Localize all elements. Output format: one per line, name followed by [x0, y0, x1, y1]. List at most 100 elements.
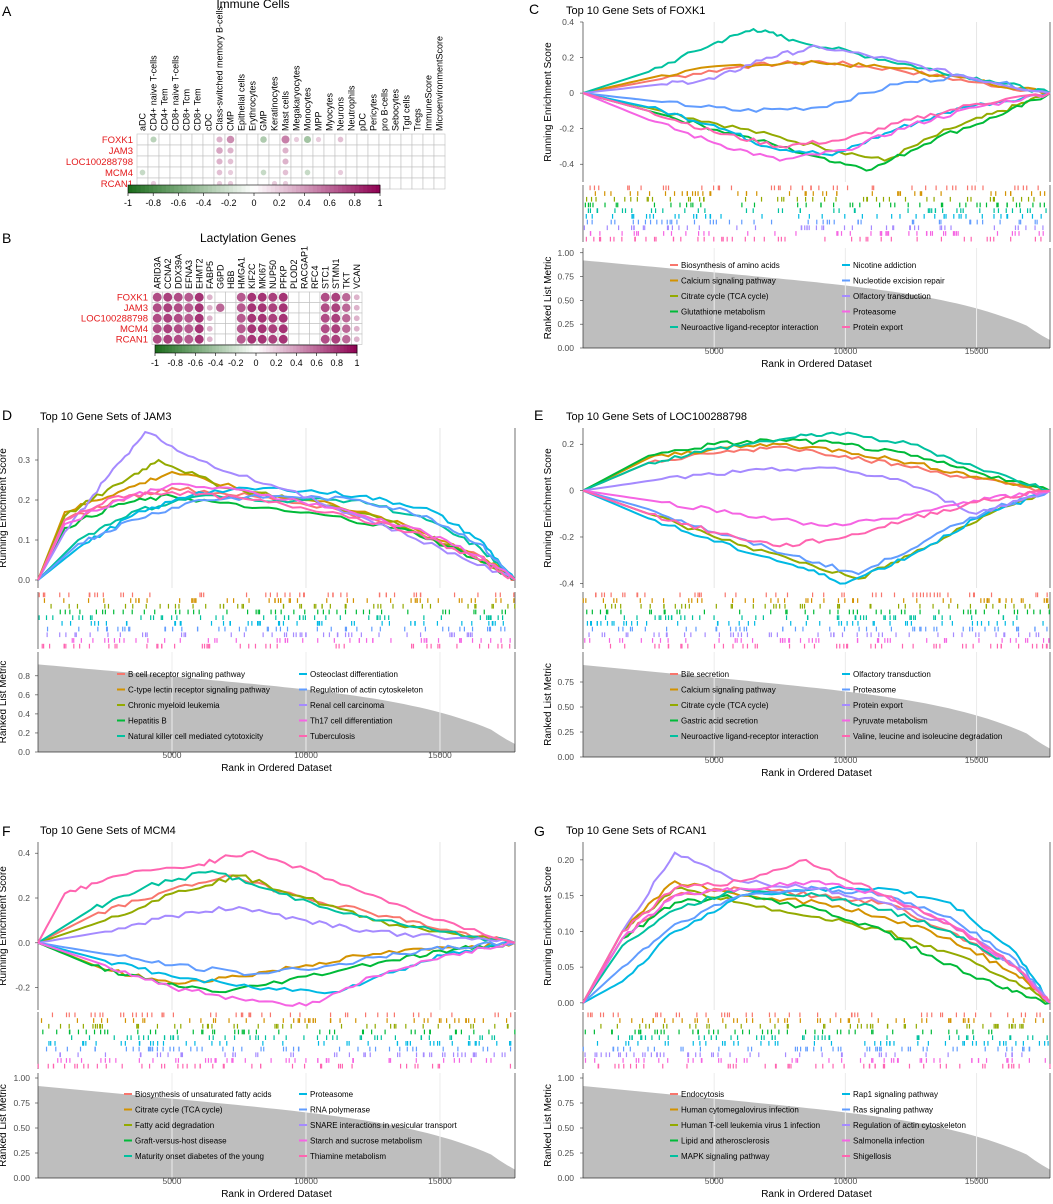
- heatmap-cell: [136, 155, 149, 168]
- colorbar-segment: [181, 345, 186, 353]
- heatmap-cell: [180, 155, 193, 168]
- heatmap-cell: [191, 155, 204, 168]
- correlation-dot: [163, 313, 173, 323]
- colorbar-segment: [354, 185, 360, 193]
- heatmap-cell: [356, 133, 369, 146]
- heatmap-cell: [180, 144, 193, 157]
- column-label: Myocytes: [325, 92, 335, 131]
- colorbar-segment: [303, 345, 307, 353]
- legend-label: Proteasome: [310, 1090, 354, 1099]
- correlation-dot: [257, 334, 267, 344]
- colorbar-segment: [313, 345, 317, 353]
- legend-label: MAPK signaling pathway: [681, 1152, 770, 1161]
- colorbar-segment: [333, 185, 339, 193]
- colorbar-segment: [350, 185, 356, 193]
- heatmap-cell: [433, 133, 446, 146]
- heatmap-cell: [191, 144, 204, 157]
- correlation-dot: [163, 292, 173, 302]
- correlation-dot: [353, 336, 360, 343]
- column-label: Pericytes: [369, 93, 379, 131]
- column-label: pDC: [358, 112, 368, 131]
- legend-label: Citrate cycle (TCA cycle): [681, 701, 769, 710]
- heatmap-cell: [257, 155, 270, 168]
- correlation-dot: [163, 303, 173, 313]
- column-label: aDC: [138, 112, 148, 131]
- column-label: MKI67: [257, 263, 267, 289]
- legend-label: Salmonella infection: [853, 1137, 925, 1146]
- row-label-gene: MCM4: [120, 324, 148, 335]
- legend-label: Ras signaling pathway: [853, 1106, 933, 1115]
- correlation-dot: [173, 313, 183, 323]
- y-tick-label: 0.00: [557, 998, 574, 1008]
- heatmap-cell: [411, 166, 424, 179]
- colorbar-tick-label: -0.6: [188, 358, 204, 368]
- heatmap-cell: [345, 166, 358, 179]
- heatmap-cell: [323, 155, 336, 168]
- colorbar-segment: [242, 345, 247, 353]
- legend-label: Regulation of actin cytoskeleton: [310, 686, 423, 695]
- colorbar-segment: [338, 185, 343, 193]
- correlation-dot: [227, 158, 234, 165]
- row-label-gene: FOXK1: [102, 135, 133, 146]
- y-tick-label: -0.2: [559, 532, 574, 542]
- correlation-dot: [173, 292, 183, 302]
- correlation-dot: [173, 324, 183, 334]
- colorbar-segment: [312, 185, 318, 193]
- column-label: Monocytes: [303, 87, 313, 131]
- column-label: Tregs: [413, 108, 423, 131]
- colorbar-segment: [346, 185, 351, 193]
- correlation-dot: [282, 169, 289, 176]
- heatmap-cell: [268, 133, 281, 146]
- heatmap-cell: [378, 166, 391, 179]
- row-label-gene: LOC100288798: [66, 157, 133, 168]
- correlation-dot: [331, 334, 341, 344]
- colorbar-segment: [212, 185, 217, 193]
- legend-label: Biosynthesis of unsaturated fatty acids: [135, 1090, 272, 1099]
- legend-label: Protein export: [853, 323, 904, 332]
- colorbar-segment: [269, 345, 274, 353]
- metric-tick-label: 0.75: [557, 677, 574, 687]
- row-label-gene: LOC100288798: [81, 314, 148, 325]
- heatmap-cell: [290, 155, 303, 168]
- colorbar-segment: [235, 345, 240, 353]
- column-label: PFKP: [278, 265, 288, 289]
- heatmap-cell: [225, 291, 237, 303]
- heatmap-cell: [268, 155, 281, 168]
- legend-label: Thiamine metabolism: [310, 1152, 386, 1161]
- legend-label: Th17 cell differentiation: [310, 717, 393, 726]
- metric-tick-label: 0.8: [18, 671, 30, 681]
- colorbar-segment: [321, 185, 326, 193]
- correlation-dot: [353, 315, 360, 322]
- heatmap-cell: [422, 177, 435, 190]
- correlation-dot: [206, 336, 213, 343]
- heatmap-cell: [323, 166, 336, 179]
- colorbar-segment: [241, 185, 246, 193]
- gsea-panel-g: G Top 10 Gene Sets of RCAN1 0.00 0.05 0.10 0.…: [534, 823, 1051, 1200]
- legend-label: Gastric acid secretion: [681, 717, 758, 726]
- correlation-dot: [257, 324, 267, 334]
- column-label: MPP: [314, 111, 324, 131]
- column-label: CD8+ Tcm: [182, 89, 192, 131]
- correlation-dot: [216, 147, 223, 154]
- y-tick-label: 0.2: [18, 495, 30, 505]
- correlation-dot: [304, 169, 311, 176]
- correlation-dot: [268, 292, 278, 302]
- colorbar-segment: [165, 185, 171, 193]
- column-label: Neurons: [336, 96, 346, 131]
- correlation-dot: [331, 313, 341, 323]
- correlation-dot: [184, 303, 194, 313]
- colorbar-tick-label: -0.8: [145, 198, 161, 208]
- metric-tick-label: 0.00: [557, 1173, 574, 1183]
- correlation-dot: [152, 324, 162, 334]
- column-label: CD8+ Tem: [193, 88, 203, 131]
- correlation-dot: [247, 303, 257, 313]
- enrichment-line: [582, 466, 1051, 515]
- colorbar-segment: [157, 185, 162, 193]
- heatmap-cell: [356, 166, 369, 179]
- heatmap-cell: [214, 312, 226, 324]
- colorbar-segment: [144, 185, 150, 193]
- colorbar-segment: [161, 345, 166, 353]
- x-tick-label: 5000: [163, 750, 182, 760]
- correlation-dot: [247, 313, 257, 323]
- colorbar-segment: [207, 185, 213, 193]
